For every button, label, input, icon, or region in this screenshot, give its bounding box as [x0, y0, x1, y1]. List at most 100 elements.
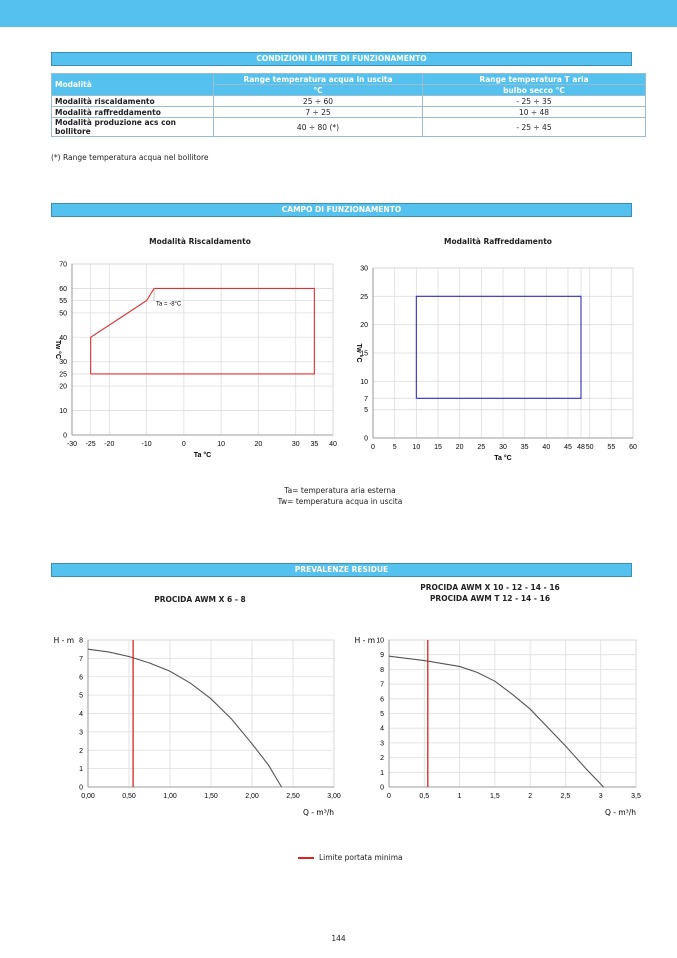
y-tick-label: 0 — [63, 433, 67, 440]
section-title: CONDIZIONI LIMITE DI FUNZIONAMENTO — [51, 52, 632, 66]
y-tick-label: 7 — [380, 682, 384, 689]
section-title: PREVALENZE RESIDUE — [51, 563, 632, 577]
y-tick-label: 8 — [380, 667, 384, 674]
x-tick-label: 20 — [255, 441, 263, 448]
footnote: (*) Range temperatura acqua nel bollitor… — [51, 153, 209, 162]
chart-title: PROCIDA AWM T 12 - 14 - 16 — [429, 594, 551, 603]
x-tick-label: 48 — [577, 444, 585, 451]
y-tick-label: 5 — [79, 693, 83, 700]
y-tick-label: 6 — [79, 674, 83, 681]
note: Ta= temperatura aria esterna — [284, 486, 396, 495]
page-number: 144 — [331, 934, 346, 943]
y-tick-label: 0 — [380, 785, 384, 792]
x-tick-label: 0 — [182, 441, 186, 448]
x-axis-label: Ta °C — [494, 454, 511, 462]
x-tick-label: 40 — [329, 441, 337, 448]
section-title: CAMPO DI FUNZIONAMENTO — [51, 203, 632, 217]
legend-label: Limite portata minima — [319, 853, 403, 862]
x-axis-label: Q - m³/h — [605, 808, 636, 817]
y-tick-label: 2 — [79, 748, 83, 755]
y-tick-label: 0 — [79, 785, 83, 792]
series-line-curve — [388, 655, 604, 788]
x-tick-label: 55 — [607, 444, 615, 451]
x-axis-label: Q - m³/h — [303, 808, 334, 817]
y-tick-label: 25 — [360, 294, 368, 301]
x-tick-label: 50 — [586, 444, 594, 451]
y-tick-label: 9 — [380, 652, 384, 659]
y-tick-label: 60 — [59, 286, 67, 293]
y-tick-label: 20 — [59, 384, 67, 391]
chart-title: PROCIDA AWM X 6 - 8 — [154, 595, 246, 604]
chart-title: Modalità Riscaldamento — [149, 237, 251, 246]
x-tick-label: 15 — [434, 444, 442, 451]
y-axis-label: H - m — [355, 636, 375, 645]
y-tick-label: 40 — [59, 335, 67, 342]
x-tick-label: 1,50 — [204, 793, 218, 800]
x-tick-label: 1,5 — [490, 793, 500, 800]
y-tick-label: 1 — [79, 766, 83, 773]
legend: Limite portata minima — [298, 853, 403, 862]
y-tick-label: 10 — [360, 379, 368, 386]
x-tick-label: 2 — [528, 793, 532, 800]
y-tick-label: 25 — [59, 371, 67, 378]
series-line-envelope — [90, 287, 315, 375]
y-axis-label: H - m — [54, 636, 74, 645]
y-tick-label: 5 — [364, 407, 368, 414]
y-tick-label: 70 — [59, 262, 67, 269]
y-tick-label: 6 — [380, 696, 384, 703]
annotation: Ta = -8°C — [156, 302, 182, 308]
x-tick-label: -10 — [142, 441, 152, 448]
y-tick-label: 30 — [360, 266, 368, 273]
series-line-envelope — [415, 295, 582, 399]
limits-table: Modalità Range temperatura acqua in usci… — [51, 73, 646, 137]
y-tick-label: 10 — [376, 638, 384, 645]
x-tick-label: 20 — [456, 444, 464, 451]
x-axis-label: Ta °C — [194, 451, 211, 459]
x-tick-label: 1 — [458, 793, 462, 800]
y-tick-label: 8 — [79, 638, 83, 645]
y-tick-label: 4 — [79, 711, 83, 718]
y-tick-label: 2 — [380, 755, 384, 762]
y-tick-label: 5 — [380, 711, 384, 718]
table-row: Modalità produzione acs con bollitore 40 … — [51, 117, 646, 137]
x-tick-label: 1,00 — [163, 793, 177, 800]
y-tick-label: 20 — [360, 322, 368, 329]
x-tick-label: 45 — [564, 444, 572, 451]
x-tick-label: 3 — [599, 793, 603, 800]
x-tick-label: -30 — [67, 441, 77, 448]
x-tick-label: 0 — [371, 444, 375, 451]
y-tick-label: 7 — [79, 656, 83, 663]
x-tick-label: 60 — [629, 444, 637, 451]
y-tick-label: 3 — [79, 729, 83, 736]
cell: - 25 ÷ 45 — [422, 117, 646, 137]
x-tick-label: 2,5 — [561, 793, 571, 800]
y-tick-label: 3 — [380, 740, 384, 747]
x-tick-label: -20 — [104, 441, 114, 448]
y-tick-label: 50 — [59, 310, 67, 317]
cell: 40 ÷ 80 (*) — [213, 117, 423, 137]
x-tick-label: 35 — [521, 444, 529, 451]
x-tick-label: 10 — [412, 444, 420, 451]
x-tick-label: 2,00 — [245, 793, 259, 800]
x-tick-label: 30 — [499, 444, 507, 451]
chart-title: PROCIDA AWM X 10 - 12 - 14 - 16 — [420, 583, 560, 592]
x-tick-label: 0,5 — [419, 793, 429, 800]
y-tick-label: 10 — [59, 408, 67, 415]
x-tick-label: 25 — [477, 444, 485, 451]
x-tick-label: 40 — [542, 444, 550, 451]
y-tick-label: 30 — [59, 359, 67, 366]
table-row: Modalità raffreddamento 7 ÷ 25 10 ÷ 48 — [51, 106, 646, 118]
x-tick-label: 3,5 — [631, 793, 641, 800]
col-header: Modalità — [51, 73, 214, 96]
y-tick-label: 7 — [364, 396, 368, 403]
x-tick-label: 0,50 — [122, 793, 136, 800]
plot-area — [71, 263, 334, 436]
y-tick-label: 15 — [360, 351, 368, 358]
y-tick-label: 55 — [59, 298, 67, 305]
x-tick-label: 0 — [387, 793, 391, 800]
x-tick-label: 10 — [217, 441, 225, 448]
x-tick-label: 35 — [310, 441, 318, 448]
x-tick-label: 0,00 — [81, 793, 95, 800]
y-tick-label: 1 — [380, 770, 384, 777]
header-band — [0, 0, 677, 27]
